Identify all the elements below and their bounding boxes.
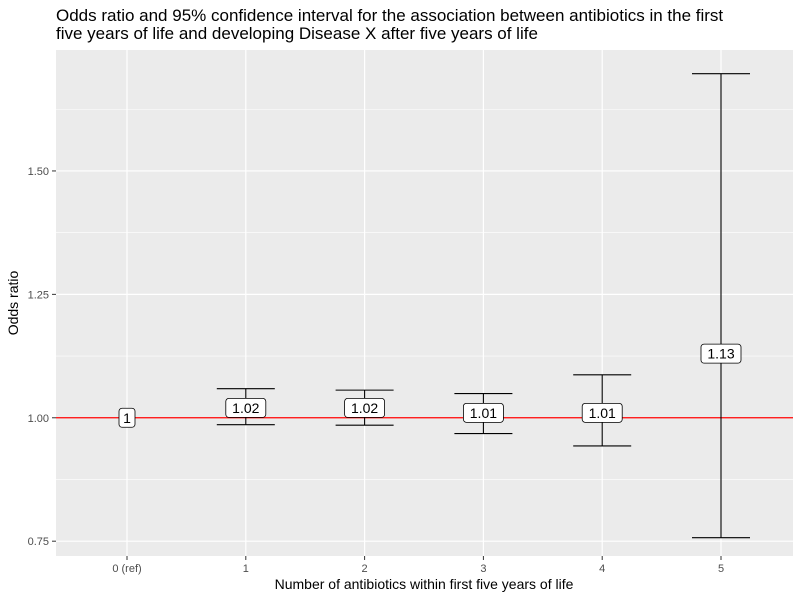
x-tick-label: 1 <box>243 563 249 575</box>
estimate-label: 1.02 <box>232 400 259 416</box>
y-axis-title: Odds ratio <box>5 270 21 335</box>
y-tick-label: 1.25 <box>28 289 49 301</box>
estimate-label: 1.01 <box>470 405 497 421</box>
x-tick-label: 2 <box>362 563 368 575</box>
chart-title-line-2: five years of life and developing Diseas… <box>56 24 538 43</box>
x-axis-title: Number of antibiotics within first five … <box>275 576 574 592</box>
x-tick-label: 0 (ref) <box>112 563 141 575</box>
y-axis-ticks: 0.75 1.00 1.25 1.50 <box>28 166 56 548</box>
estimate-label-layer: 1 1.02 1.02 1.01 1.01 1.13 <box>118 343 742 428</box>
estimate-label-box <box>225 398 267 418</box>
chart-title-line-1: Odds ratio and 95% confidence interval f… <box>56 6 723 25</box>
estimate-label-box <box>344 398 386 418</box>
y-tick-label: 0.75 <box>28 536 49 548</box>
x-tick-label: 3 <box>480 563 486 575</box>
estimate-label-box <box>700 343 742 364</box>
x-tick-label: 5 <box>718 563 724 575</box>
estimate-label: 1.13 <box>707 346 734 362</box>
estimate-label-box <box>118 407 136 428</box>
estimate-label-box <box>462 402 504 423</box>
plot-panel <box>56 50 793 556</box>
estimate-label: 1 <box>123 410 131 426</box>
y-tick-label: 1.50 <box>28 166 49 178</box>
x-axis-ticks: 0 (ref) 1 2 3 4 5 <box>112 556 724 575</box>
estimate-label: 1.01 <box>589 405 616 421</box>
estimate-label: 1.02 <box>351 400 378 416</box>
x-tick-label: 4 <box>599 563 605 575</box>
y-tick-label: 1.00 <box>28 413 49 425</box>
estimate-label-box <box>581 402 623 423</box>
